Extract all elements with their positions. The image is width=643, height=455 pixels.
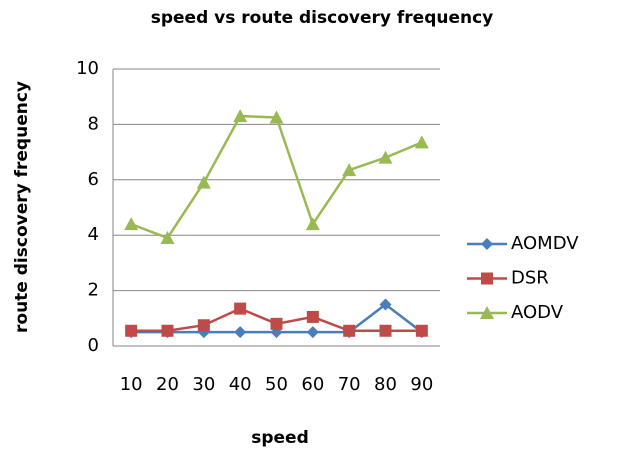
marker	[305, 217, 320, 231]
x-tick-label: 50	[265, 374, 288, 395]
marker	[160, 230, 175, 244]
marker	[306, 310, 319, 323]
marker	[343, 324, 356, 337]
marker	[378, 150, 393, 164]
marker	[234, 302, 247, 315]
marker	[480, 306, 494, 319]
x-tick-label: 60	[301, 374, 324, 395]
y-tick-label: 0	[88, 335, 99, 356]
marker	[234, 326, 247, 339]
y-tick-label: 4	[88, 224, 99, 245]
marker	[125, 324, 138, 337]
y-tick-label: 8	[88, 113, 99, 134]
x-tick-label: 80	[374, 374, 397, 395]
y-axis-label: route discovery frequency	[12, 81, 32, 333]
x-axis-label: speed	[251, 428, 309, 448]
y-tick-label: 2	[88, 280, 99, 301]
chart-title: speed vs route discovery frequency	[151, 8, 494, 28]
marker	[270, 317, 283, 330]
marker	[415, 324, 428, 337]
marker	[161, 324, 174, 337]
x-tick-label: 90	[410, 374, 433, 395]
marker	[481, 238, 493, 250]
marker	[306, 326, 319, 339]
legend-label: AOMDV	[511, 233, 579, 254]
marker	[197, 319, 210, 332]
x-tick-label: 70	[338, 374, 361, 395]
x-tick-label: 20	[156, 374, 179, 395]
marker	[379, 324, 392, 337]
marker	[342, 163, 357, 177]
marker	[414, 135, 429, 149]
legend-label: AODV	[511, 302, 564, 323]
marker	[269, 110, 284, 124]
marker	[233, 109, 248, 123]
y-tick-label: 6	[88, 169, 99, 190]
marker	[379, 298, 392, 311]
marker	[481, 272, 493, 285]
marker	[196, 175, 211, 189]
x-tick-label: 40	[229, 374, 252, 395]
x-tick-label: 30	[192, 374, 215, 395]
x-tick-label: 10	[120, 374, 143, 395]
legend-label: DSR	[511, 268, 549, 289]
y-tick-label: 10	[76, 58, 99, 79]
marker	[124, 217, 139, 231]
